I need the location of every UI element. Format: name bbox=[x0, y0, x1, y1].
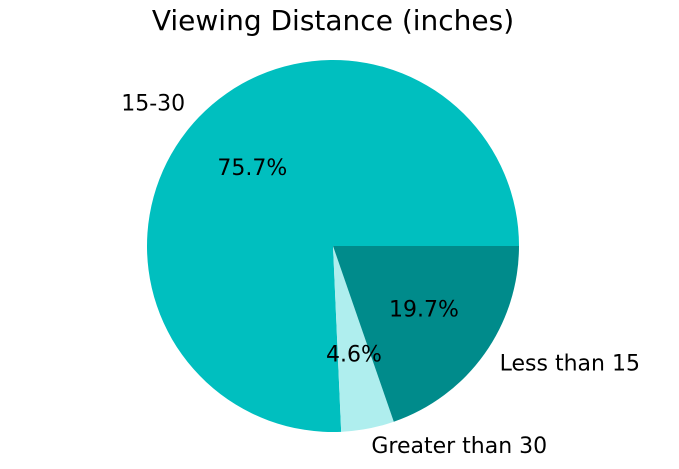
value-label: 19.7% bbox=[389, 298, 459, 323]
chart-title: Viewing Distance (inches) bbox=[152, 4, 514, 37]
value-label: 75.7% bbox=[217, 156, 287, 181]
pie-slice bbox=[333, 246, 519, 422]
slice-label: Greater than 30 bbox=[371, 434, 547, 459]
value-label: 4.6% bbox=[326, 343, 382, 368]
pie-slice bbox=[333, 246, 394, 432]
slice-label: 15-30 bbox=[121, 92, 185, 117]
slice-label: Less than 15 bbox=[500, 352, 640, 377]
